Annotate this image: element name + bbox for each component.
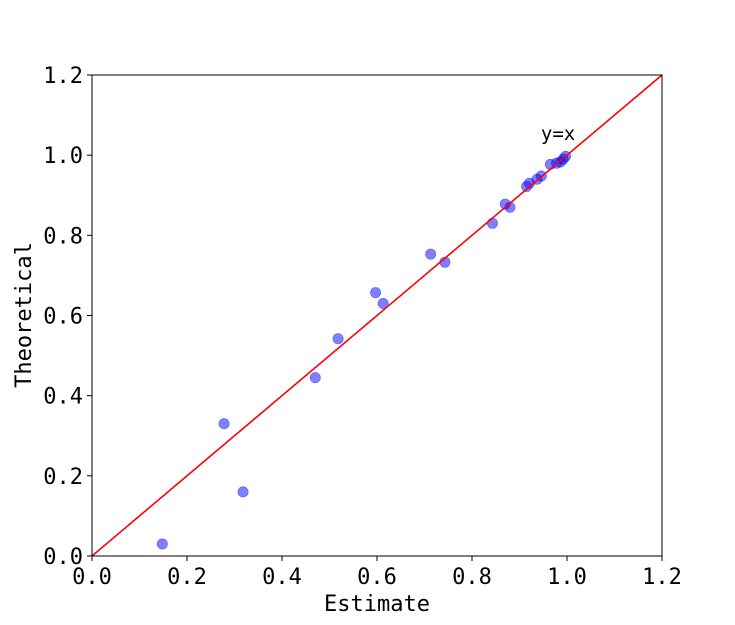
y-tick-label: 0.6 [43,305,83,330]
ticks-layer: 0.0 0.2 0.4 0.6 0.8 1.0 1.2 0.0 0.2 0.4 0.6 0.8 1.0 1… [43,64,682,590]
scatter-point [218,418,230,430]
x-tick-label: 0.0 [72,565,112,590]
y-tick-label: 1.2 [43,64,83,89]
y-tick-label: 0.8 [43,224,83,249]
scatter-point [309,372,321,384]
scatter-point [237,486,249,498]
x-axis-label: Estimate [324,592,430,617]
y-tick-label: 0.4 [43,385,83,410]
scatter-point [425,248,437,260]
x-tick-label: 1.0 [547,565,587,590]
x-tick-label: 0.8 [452,565,492,590]
y-tick-label: 0.0 [43,545,83,570]
y-tick-label: 1.0 [43,144,83,169]
scatter-point [377,297,389,309]
x-tick-label: 0.4 [262,565,302,590]
marks-layer: y=x [91,74,663,557]
x-tick-label: 0.6 [357,565,397,590]
y-tick-label: 0.2 [43,465,83,490]
scatter-point [332,333,344,345]
scatter-point [156,538,168,550]
y-axis-label: Theoretical [12,242,37,388]
identity-reference-line [91,74,663,557]
x-tick-label: 0.2 [167,565,207,590]
scatter-point [370,287,382,299]
reference-line-annotation: y=x [541,123,575,145]
x-tick-label: 1.2 [642,565,682,590]
scatter-point [486,217,498,229]
plot-frame [91,74,663,557]
